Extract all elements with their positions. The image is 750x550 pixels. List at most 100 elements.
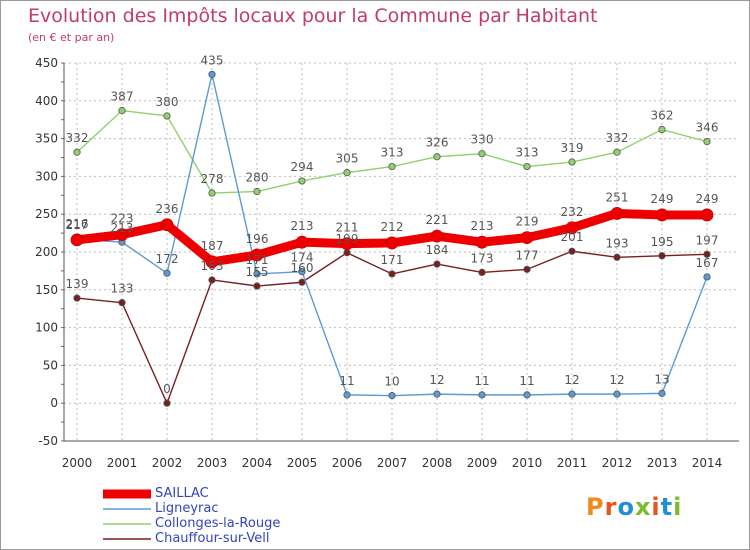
data-label: 171 (381, 253, 404, 267)
data-label: 177 (516, 248, 539, 262)
data-point (163, 112, 171, 120)
x-tick-label: 2008 (422, 456, 453, 470)
data-label: 278 (201, 172, 224, 186)
x-tick-label: 2010 (512, 456, 543, 470)
y-tick-label: 250 (35, 207, 58, 221)
y-tick-label: 400 (35, 94, 58, 108)
y-tick-label: 0 (50, 396, 58, 410)
logo-letter: i (673, 493, 683, 521)
data-label: 332 (66, 131, 89, 145)
data-label: 212 (381, 220, 404, 234)
data-label: 219 (516, 215, 539, 229)
data-point (523, 265, 531, 273)
chart-subtitle: (en € et par an) (28, 31, 115, 44)
data-label: 213 (291, 219, 314, 233)
data-point (160, 218, 174, 232)
x-tick-label: 2013 (647, 456, 678, 470)
data-point (523, 162, 531, 171)
data-point (118, 107, 126, 115)
data-label: 12 (429, 373, 444, 387)
data-label: 332 (606, 131, 629, 145)
data-point (205, 255, 219, 269)
data-point (478, 268, 486, 277)
x-tick-label: 2005 (287, 456, 318, 470)
data-point (250, 248, 264, 262)
x-tick-label: 2011 (557, 456, 588, 470)
data-label: 217 (66, 218, 89, 232)
y-tick-label: 200 (35, 245, 58, 259)
data-label: 387 (111, 90, 134, 104)
data-point (343, 391, 351, 399)
data-label: 193 (606, 236, 629, 250)
data-point (568, 390, 576, 398)
data-label: 294 (291, 160, 314, 174)
data-point (253, 187, 261, 196)
chart-legend: SAILLAC Ligneyrac Collonges-la-Rouge Chauff… (101, 486, 361, 547)
logo-letter: r (604, 493, 618, 521)
x-tick-label: 2006 (332, 456, 363, 470)
data-point (433, 390, 441, 398)
data-label: 171 (246, 253, 269, 267)
logo-letter: P (586, 493, 605, 521)
data-point (253, 282, 261, 290)
legend-swatch (103, 508, 151, 510)
logo-letter: o (617, 493, 635, 521)
data-point (118, 299, 126, 307)
y-tick-label: 300 (35, 169, 58, 183)
data-point (163, 269, 171, 277)
legend-label: Ligneyrac (155, 501, 219, 516)
y-tick-label: 450 (35, 56, 58, 70)
data-label: 346 (696, 121, 719, 135)
data-label: 155 (246, 265, 269, 279)
x-tick-label: 2009 (467, 456, 498, 470)
data-point (208, 276, 216, 284)
x-tick-label: 2001 (107, 456, 138, 470)
legend-item: Ligneyrac (101, 501, 361, 517)
data-label: 11 (339, 374, 354, 388)
data-label: 187 (201, 239, 224, 253)
data-point (520, 231, 534, 245)
data-label: 11 (519, 374, 534, 388)
data-point (343, 169, 351, 177)
data-label: 216 (66, 217, 89, 231)
data-label: 173 (471, 251, 494, 265)
legend-item: Chauffour-sur-Vell (101, 531, 361, 547)
data-point (388, 270, 396, 278)
data-point (568, 247, 576, 255)
data-point (295, 235, 309, 249)
data-point (115, 228, 129, 242)
y-tick-label: 50 (43, 358, 58, 372)
data-label: 313 (516, 146, 539, 160)
data-label: 160 (291, 261, 314, 275)
data-label: 13 (654, 372, 669, 386)
data-label: 167 (696, 256, 719, 270)
data-point (433, 260, 441, 268)
data-label: 11 (474, 374, 489, 388)
data-label: 12 (564, 373, 579, 387)
data-point (343, 249, 351, 257)
data-label: 196 (246, 232, 269, 246)
data-label: 221 (426, 213, 449, 227)
x-tick-label: 2002 (152, 456, 183, 470)
data-point (430, 229, 444, 243)
data-point (298, 268, 306, 276)
legend-label: Collonges-la-Rouge (155, 516, 281, 531)
data-label: 236 (156, 202, 179, 216)
data-label: 223 (111, 212, 134, 226)
logo-letter: i (651, 493, 661, 521)
data-point (700, 208, 714, 222)
data-point (385, 236, 399, 250)
data-label: 139 (66, 277, 89, 291)
data-point (73, 148, 81, 156)
data-label: 362 (651, 109, 674, 123)
data-point (163, 399, 171, 407)
data-label: 163 (201, 259, 224, 273)
data-label: 195 (651, 235, 674, 249)
data-label: 213 (471, 219, 494, 233)
data-point (703, 138, 711, 146)
data-label: 174 (291, 251, 314, 265)
x-tick-label: 2003 (197, 456, 228, 470)
data-point (475, 235, 489, 249)
